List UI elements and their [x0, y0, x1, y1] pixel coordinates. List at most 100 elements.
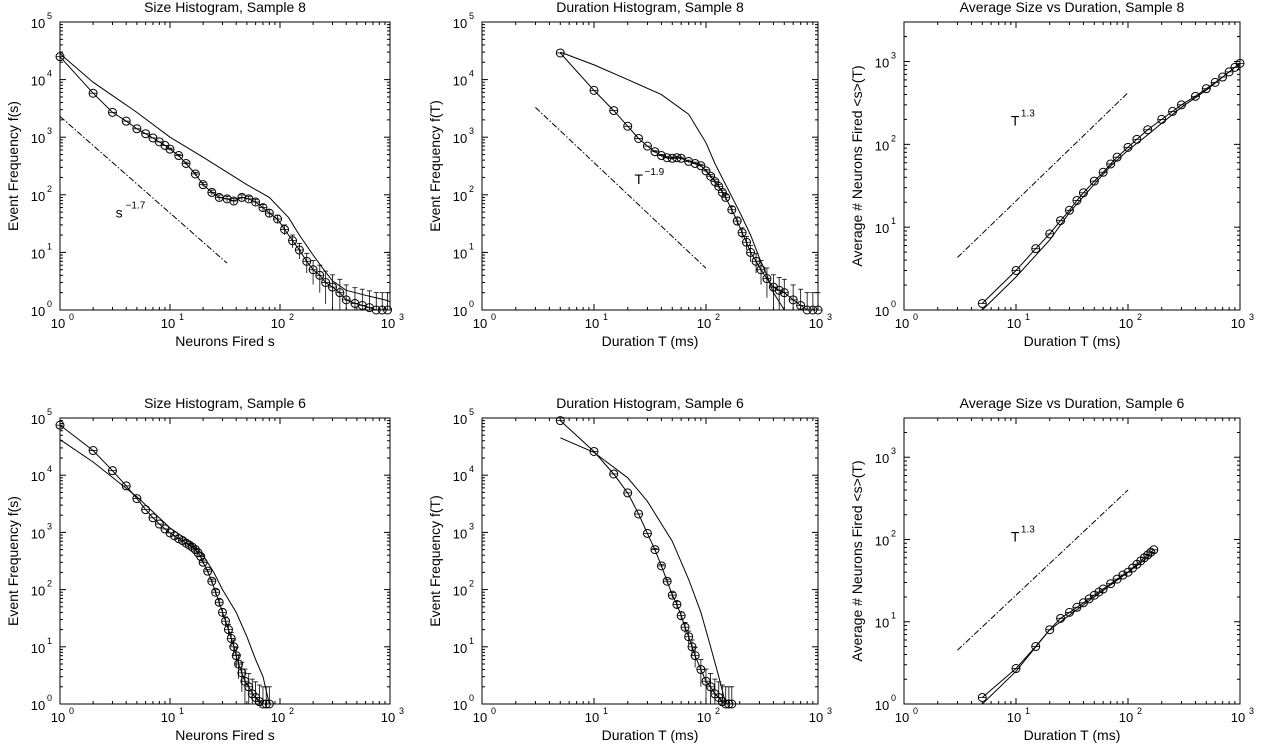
model-series-line — [59, 53, 391, 303]
y-tick-exponent: 2 — [47, 184, 52, 194]
y-tick-label: 10 — [31, 74, 45, 89]
plot-frame — [481, 21, 819, 311]
y-tick-label: 10 — [453, 16, 467, 31]
y-tick-exponent: 2 — [469, 579, 474, 589]
x-tick-label: 10 — [585, 710, 599, 725]
plot-frame — [903, 21, 1241, 311]
y-tick-exponent: 2 — [891, 133, 896, 143]
y-tick-label: 10 — [31, 131, 45, 146]
x-tick-exponent: 0 — [913, 706, 918, 716]
x-tick-exponent: 2 — [715, 706, 720, 716]
y-tick-label: 10 — [453, 246, 467, 261]
data-series-line — [559, 52, 818, 311]
y-tick-exponent: 4 — [47, 464, 52, 474]
y-tick-exponent: 0 — [47, 299, 52, 309]
y-tick-exponent: 1 — [891, 611, 896, 621]
y-tick-exponent: 5 — [469, 407, 474, 417]
y-tick-label: 10 — [31, 698, 45, 713]
y-tick-exponent: 5 — [47, 11, 52, 21]
x-tick-exponent: 3 — [1249, 312, 1254, 322]
x-tick-exponent: 2 — [289, 706, 294, 716]
y-axis-label: Event Frequency f(T) — [427, 100, 443, 232]
annotation-exponent: 1.3 — [1021, 524, 1035, 535]
y-tick-label: 10 — [31, 304, 45, 319]
y-axis-label: Average # Neurons Fired <s>(T) — [849, 65, 865, 266]
model-series-line — [981, 63, 1241, 311]
model-series-line — [59, 439, 270, 705]
plot-frame — [59, 417, 391, 705]
y-axis-label: Event Frequency f(T) — [427, 495, 443, 627]
y-tick-label: 10 — [453, 584, 467, 599]
y-tick-label: 10 — [875, 698, 889, 713]
plot-frame — [59, 21, 391, 311]
annotation-base: s — [116, 205, 123, 221]
y-tick-label: 10 — [31, 641, 45, 656]
x-tick-label: 10 — [697, 316, 711, 331]
x-tick-label: 10 — [51, 316, 65, 331]
x-tick-label: 10 — [161, 710, 175, 725]
x-tick-label: 10 — [271, 316, 285, 331]
x-tick-exponent: 1 — [1025, 312, 1030, 322]
x-tick-label: 10 — [895, 710, 909, 725]
model-series-line — [560, 437, 727, 705]
x-tick-label: 10 — [473, 316, 487, 331]
y-tick-label: 10 — [453, 131, 467, 146]
y-tick-exponent: 5 — [469, 11, 474, 21]
y-tick-exponent: 4 — [469, 69, 474, 79]
y-tick-exponent: 1 — [47, 636, 52, 646]
x-axis-label: Neurons Fired s — [175, 333, 275, 349]
x-tick-exponent: 3 — [827, 706, 832, 716]
y-tick-exponent: 2 — [891, 528, 896, 538]
y-axis-label: Average # Neurons Fired <s>(T) — [849, 460, 865, 661]
y-tick-label: 10 — [453, 526, 467, 541]
y-tick-label: 10 — [875, 56, 889, 71]
chart-title: Duration Histogram, Sample 6 — [556, 395, 744, 411]
reference-power-law-line — [59, 115, 228, 264]
y-tick-label: 10 — [31, 246, 45, 261]
y-tick-label: 10 — [875, 221, 889, 236]
model-series-line — [560, 51, 785, 311]
y-tick-label: 10 — [875, 304, 889, 319]
y-tick-exponent: 0 — [891, 299, 896, 309]
reference-power-law-line — [535, 106, 707, 269]
y-tick-label: 10 — [453, 189, 467, 204]
y-tick-label: 10 — [31, 16, 45, 31]
chart-title: Size Histogram, Sample 8 — [144, 0, 306, 15]
data-series-line — [59, 424, 270, 705]
x-axis-label: Neurons Fired s — [175, 727, 275, 743]
x-tick-exponent: 3 — [827, 312, 832, 322]
x-tick-label: 10 — [697, 710, 711, 725]
annotation-base: T — [635, 171, 644, 187]
data-series-line — [559, 420, 732, 705]
y-tick-label: 10 — [453, 469, 467, 484]
x-tick-exponent: 0 — [491, 312, 496, 322]
y-tick-label: 10 — [31, 469, 45, 484]
data-series-line — [981, 63, 1241, 304]
x-tick-label: 10 — [809, 710, 823, 725]
y-tick-exponent: 0 — [469, 299, 474, 309]
x-tick-label: 10 — [1119, 710, 1133, 725]
annotation-base: T — [1011, 528, 1020, 544]
x-tick-label: 10 — [381, 710, 395, 725]
x-tick-label: 10 — [1231, 316, 1245, 331]
y-tick-label: 10 — [31, 189, 45, 204]
chart-panel-6: Average Size vs Duration, Sample 610 0 10 1… — [849, 395, 1254, 743]
data-series-line — [59, 56, 388, 311]
x-axis-label: Duration T (ms) — [602, 333, 699, 349]
y-tick-exponent: 1 — [891, 216, 896, 226]
plot-frame — [481, 417, 819, 705]
x-tick-label: 10 — [381, 316, 395, 331]
x-tick-label: 10 — [1119, 316, 1133, 331]
x-tick-exponent: 1 — [1025, 706, 1030, 716]
x-tick-exponent: 2 — [1137, 312, 1142, 322]
y-tick-exponent: 0 — [47, 693, 52, 703]
annotation-exponent: −1.7 — [126, 201, 146, 212]
y-axis-label: Event Frequency f(s) — [5, 101, 21, 231]
chart-panel-1: Size Histogram, Sample 810 0 10 1 10 2 10 310 01… — [5, 0, 404, 349]
x-axis-label: Duration T (ms) — [1024, 727, 1121, 743]
x-tick-exponent: 2 — [1137, 706, 1142, 716]
chart-panel-5: Duration Histogram, Sample 610 0 10 1 10 2 10 3… — [427, 395, 832, 743]
annotation-base: T — [1011, 112, 1020, 128]
x-tick-label: 10 — [161, 316, 175, 331]
